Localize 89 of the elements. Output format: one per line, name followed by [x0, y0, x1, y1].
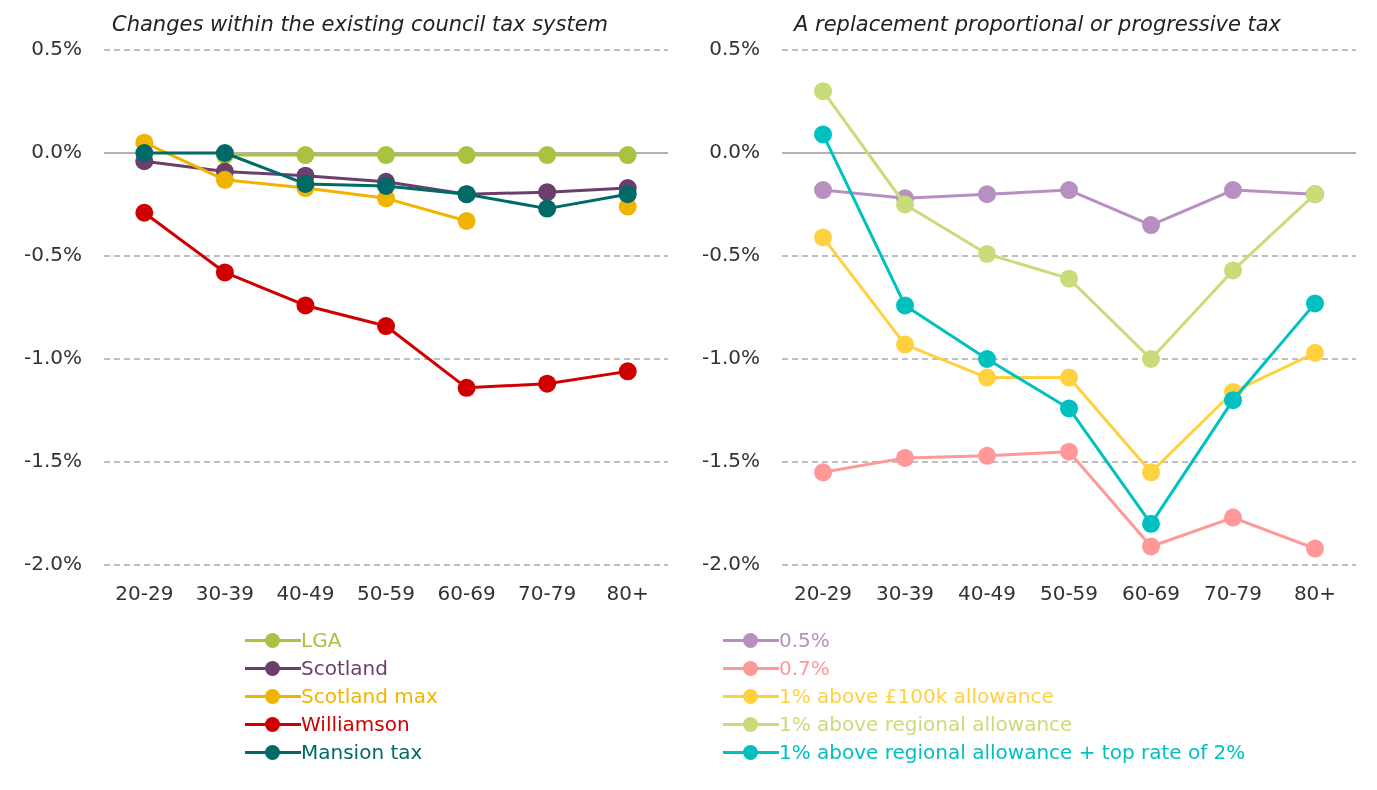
chart-title: Changes within the existing council tax system — [112, 12, 609, 36]
x-tick-label: 30-39 — [875, 581, 935, 606]
x-tick-label: 60-69 — [1121, 581, 1181, 606]
y-tick-label: -1.5% — [24, 448, 83, 473]
point — [814, 463, 833, 482]
point — [978, 368, 997, 387]
point — [296, 296, 315, 315]
point — [1306, 343, 1324, 362]
point — [538, 183, 557, 202]
point — [377, 317, 396, 336]
point — [1142, 514, 1161, 533]
x-tick-label: 70-79 — [518, 581, 577, 606]
x-tick-label: 20-29 — [793, 581, 853, 606]
point — [1142, 463, 1161, 482]
x-tick-label: 60-69 — [437, 581, 496, 606]
point — [215, 263, 234, 282]
point — [215, 170, 234, 189]
y-tick-label: -1.5% — [702, 448, 761, 473]
point — [618, 146, 637, 165]
y-tick-label: -2.0% — [24, 551, 83, 576]
x-tick-label: 50-59 — [1039, 581, 1099, 606]
point — [1060, 181, 1079, 200]
legend-label: Scotland max — [301, 683, 438, 710]
point — [1224, 261, 1243, 280]
y-tick-label: -0.5% — [24, 242, 83, 267]
point — [1060, 442, 1079, 461]
point — [978, 446, 997, 465]
point — [618, 362, 637, 381]
x-tick-label: 40-49 — [276, 581, 335, 606]
point — [296, 174, 315, 193]
legend-label: 1% above regional allowance + top rate of 2% — [779, 739, 1246, 766]
y-tick-label: -1.0% — [702, 345, 761, 370]
y-tick-label: -0.5% — [702, 242, 761, 267]
point — [1224, 181, 1243, 200]
legend-label: LGA — [301, 627, 342, 654]
x-tick-label: 80+ — [1293, 581, 1337, 606]
y-tick-label: 0.5% — [709, 36, 761, 61]
x-tick-label: 40-49 — [957, 581, 1017, 606]
legend-label: 1% above £100k allowance — [779, 683, 1054, 710]
legend-label: Mansion tax — [301, 739, 423, 766]
point — [814, 125, 833, 144]
point — [1060, 269, 1079, 288]
y-tick-label: 0.0% — [709, 139, 761, 164]
point — [1142, 350, 1161, 368]
point — [814, 228, 833, 247]
point — [1060, 368, 1079, 387]
point — [978, 244, 997, 263]
legend-label: Williamson — [301, 711, 410, 738]
y-tick-label: 0.0% — [31, 139, 83, 164]
point — [377, 176, 396, 195]
x-tick-label: 30-39 — [195, 581, 254, 606]
point — [978, 185, 997, 204]
point — [538, 146, 557, 165]
point — [896, 335, 915, 354]
point — [377, 146, 396, 165]
legend-label: Scotland — [301, 655, 388, 682]
point — [296, 146, 315, 165]
y-tick-label: -2.0% — [702, 551, 761, 576]
y-tick-label: -1.0% — [24, 345, 83, 370]
point — [814, 82, 833, 101]
point — [538, 199, 557, 218]
x-tick-label: 80+ — [606, 581, 649, 606]
point — [814, 181, 833, 200]
point — [978, 350, 997, 368]
legend-label: 0.5% — [779, 627, 830, 654]
point — [1306, 539, 1324, 558]
x-tick-label: 50-59 — [356, 581, 416, 606]
point — [457, 146, 476, 165]
chart-title: A replacement proportional or progressive tax — [794, 12, 1282, 36]
x-tick-label: 70-79 — [1203, 581, 1263, 606]
point — [1306, 294, 1324, 313]
point — [618, 185, 637, 204]
point — [135, 203, 154, 222]
legend-label: 1% above regional allowance — [779, 711, 1073, 738]
point — [457, 378, 476, 397]
point — [1142, 537, 1161, 556]
point — [1060, 399, 1079, 418]
point — [896, 195, 915, 214]
point — [896, 448, 915, 467]
point — [457, 211, 476, 230]
point — [1224, 391, 1243, 410]
point — [896, 296, 915, 315]
y-tick-label: 0.5% — [31, 36, 83, 61]
legend-label: 0.7% — [779, 655, 830, 682]
point — [538, 374, 557, 393]
point — [1142, 216, 1161, 235]
point — [1224, 508, 1243, 527]
point — [135, 144, 154, 162]
x-tick-label: 20-29 — [115, 581, 174, 606]
